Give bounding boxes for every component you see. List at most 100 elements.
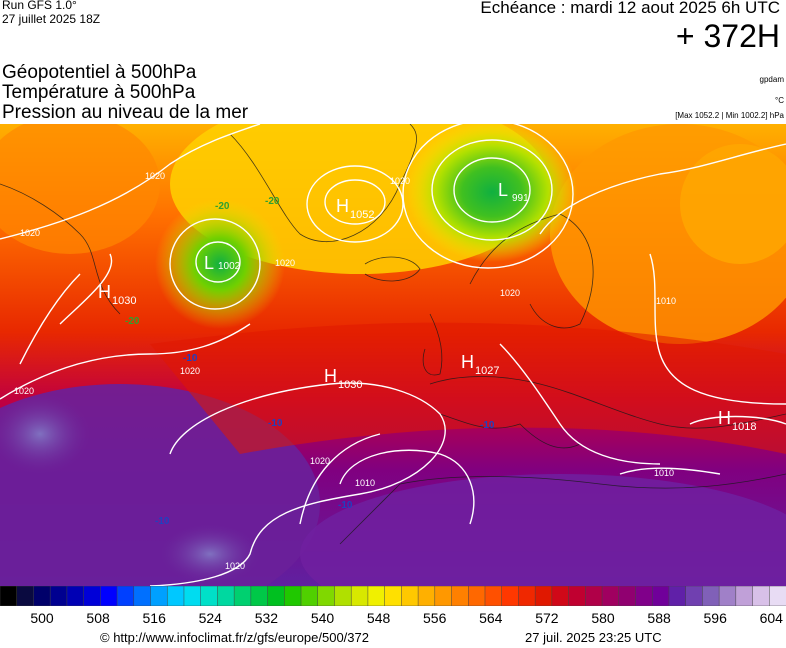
svg-text:1030: 1030 xyxy=(338,379,362,391)
legend-swatch xyxy=(752,586,771,606)
run-date: 27 juillet 2025 18Z xyxy=(2,12,101,26)
legend-swatch xyxy=(250,586,269,606)
field-zone-southwest-pale xyxy=(0,394,90,474)
legend-swatch xyxy=(66,586,85,606)
isobar-label: 1020 xyxy=(20,228,40,238)
isobar-low-north-1 xyxy=(453,157,531,223)
field-low-west xyxy=(155,199,285,329)
coastline-africa-west xyxy=(339,483,401,545)
isobar-west-3 xyxy=(59,253,113,325)
coastline-scandinavia xyxy=(469,213,594,329)
legend-tick-label: 580 xyxy=(591,610,615,626)
legend-swatch xyxy=(769,586,786,606)
weather-map: H 1030 H 1052 H 1030 H 1027 H 1018 L 1002 L 991… xyxy=(0,124,786,586)
legend-tick-label: 564 xyxy=(479,610,503,626)
legend-tick-label: 572 xyxy=(535,610,559,626)
field-zone-east xyxy=(680,144,786,264)
legend-tick-label: 540 xyxy=(310,610,335,626)
legend-swatch xyxy=(635,586,653,606)
svg-text:1027: 1027 xyxy=(475,365,499,377)
title-temperature: Température à 500hPa xyxy=(2,82,196,103)
legend-swatch xyxy=(618,586,637,606)
legend-swatch xyxy=(468,586,486,606)
legend-tick-label: 588 xyxy=(647,610,671,626)
legend-swatch xyxy=(267,586,286,606)
isobar-east-1 xyxy=(539,143,786,235)
legend-swatch xyxy=(367,586,386,606)
field-low-north xyxy=(407,124,577,262)
legend-tick-label: 532 xyxy=(254,610,279,626)
legend-swatch xyxy=(116,586,135,606)
legend-swatch xyxy=(16,586,35,606)
legend-swatch xyxy=(100,586,118,606)
isobar-label: 1020 xyxy=(275,258,295,268)
legend-swatch xyxy=(300,586,319,606)
forecast-valid-time: Echéance : mardi 12 aout 2025 6h UTC xyxy=(480,0,780,17)
legend-swatch xyxy=(350,586,369,606)
temperature-label: -10 xyxy=(155,516,170,527)
svg-text:H: H xyxy=(336,196,349,216)
svg-text:991: 991 xyxy=(512,193,529,204)
isobar-west-1 xyxy=(0,124,261,240)
isobar-label: 1020 xyxy=(310,456,330,466)
isobar-label: 1010 xyxy=(656,296,676,306)
isobar-high-greenland-2 xyxy=(306,165,404,243)
legend-swatch xyxy=(401,586,419,606)
legend-swatch xyxy=(501,586,520,606)
legend-tick-label: 500 xyxy=(30,610,54,626)
coastlines xyxy=(0,124,786,545)
isobar-label: 1020 xyxy=(225,561,245,571)
isobar-labels: 1020 1020 1020 1020 1020 1020 1020 1010 … xyxy=(14,171,676,571)
temperature-label: -20 xyxy=(265,196,280,207)
legend-swatch xyxy=(417,586,436,606)
isobar-label: 1020 xyxy=(390,176,410,186)
legend-tick-label: 556 xyxy=(423,610,447,626)
isobar-southeast-2 xyxy=(499,343,661,465)
forecast-hour: + 372H xyxy=(675,18,780,54)
legend-swatch xyxy=(585,586,603,606)
high-center-5: H 1018 xyxy=(718,408,756,433)
temperature-label: -20 xyxy=(125,316,140,327)
legend-swatch xyxy=(166,586,185,606)
legend-swatch xyxy=(685,586,704,606)
legend-swatch xyxy=(0,586,18,606)
isobar-east-3 xyxy=(689,415,786,425)
title-pressure: Pression au niveau de la mer xyxy=(2,102,249,123)
low-center-2: L 991 xyxy=(498,180,529,204)
isobar-label: 1020 xyxy=(145,171,165,181)
isobar-low-north-3 xyxy=(402,124,574,269)
unit-temperature: °C xyxy=(775,96,784,105)
legend-swatch xyxy=(200,586,219,606)
isobar-label: 1020 xyxy=(14,386,34,396)
coastline-europe xyxy=(429,376,786,429)
legend-swatch xyxy=(568,586,587,606)
legend-swatch xyxy=(217,586,235,606)
isobar-label: 1010 xyxy=(654,468,674,478)
legend-swatch xyxy=(183,586,202,606)
isobar-east-2 xyxy=(649,253,786,405)
legend-swatch xyxy=(434,586,453,606)
legend-swatch xyxy=(702,586,720,606)
legend-swatch xyxy=(484,586,503,606)
isobar-label: 1010 xyxy=(355,478,375,488)
legend-swatch xyxy=(233,586,252,606)
isobar-low-north-2 xyxy=(431,139,553,241)
svg-text:1018: 1018 xyxy=(732,421,756,433)
legend-swatch xyxy=(33,586,51,606)
isobar-low-west-1 xyxy=(195,241,241,283)
legend-swatch xyxy=(150,586,168,606)
isobar-low-west-2 xyxy=(169,218,261,310)
isobar-central-2 xyxy=(339,449,475,525)
source-url[interactable]: © http://www.infoclimat.fr/z/gfs/europe/… xyxy=(100,630,369,645)
high-center-4: H 1027 xyxy=(461,352,499,377)
svg-text:H: H xyxy=(718,408,731,428)
legend-swatch xyxy=(668,586,687,606)
svg-text:H: H xyxy=(461,352,474,372)
color-legend xyxy=(0,586,786,606)
legend-tick-label: 516 xyxy=(142,610,166,626)
high-center-1: H 1030 xyxy=(98,282,136,307)
legend-swatch xyxy=(334,586,352,606)
legend-swatch xyxy=(735,586,754,606)
legend-swatch xyxy=(651,586,670,606)
svg-text:1052: 1052 xyxy=(350,209,374,221)
